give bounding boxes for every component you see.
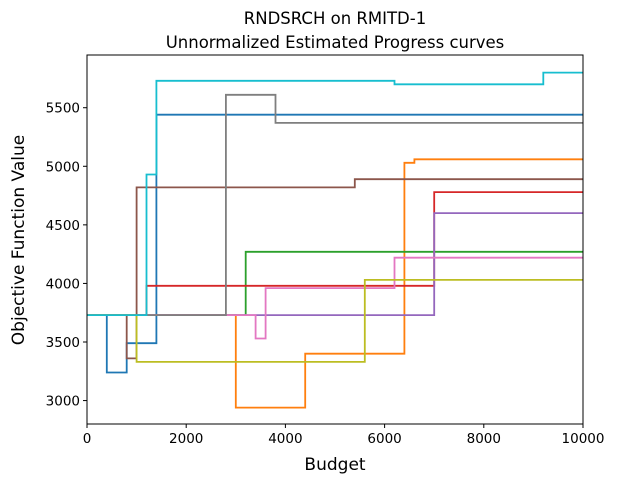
y-tick-label: 4500 — [46, 218, 80, 234]
y-tick-label: 5000 — [46, 159, 80, 175]
y-axis-label: Objective Function Value — [9, 135, 29, 345]
y-tick-label: 5500 — [46, 101, 80, 117]
x-tick-label: 2000 — [169, 431, 203, 447]
y-tick-label: 4000 — [46, 276, 80, 292]
chart-title-line-2: Unnormalized Estimated Progress curves — [166, 33, 505, 52]
x-axis-label: Budget — [304, 455, 365, 475]
x-tick-label: 0 — [83, 431, 92, 447]
x-tick-label: 8000 — [467, 431, 501, 447]
x-tick-label: 6000 — [367, 431, 401, 447]
y-tick-label: 3000 — [46, 394, 80, 410]
chart-title-line-1: RNDSRCH on RMITD-1 — [244, 9, 426, 28]
x-tick-label: 10000 — [562, 431, 605, 447]
x-tick-label: 4000 — [268, 431, 302, 447]
y-tick-label: 3500 — [46, 335, 80, 351]
